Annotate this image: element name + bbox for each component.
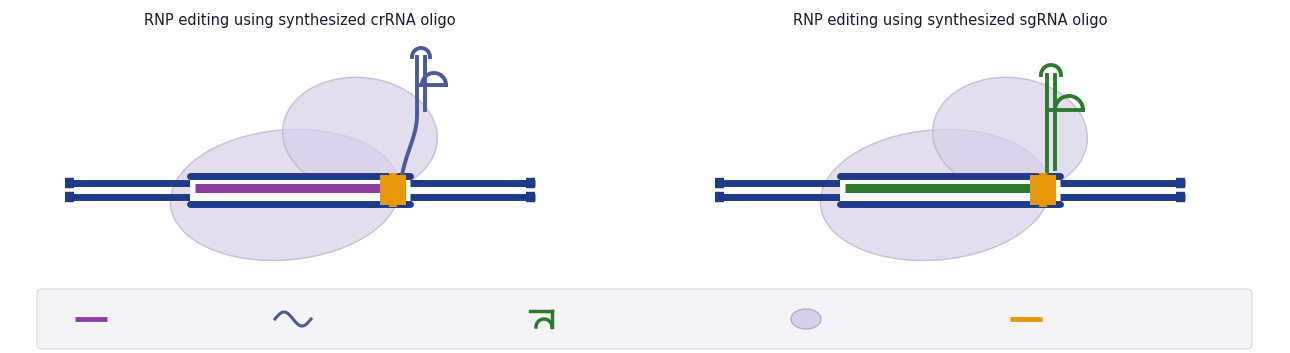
Polygon shape xyxy=(1038,173,1047,178)
Text: RNP editing using synthesized sgRNA oligo: RNP editing using synthesized sgRNA olig… xyxy=(793,13,1107,28)
Text: Synthesized sgRNA: Synthesized sgRNA xyxy=(560,312,689,325)
Text: RNP editing using synthesized crRNA oligo: RNP editing using synthesized crRNA olig… xyxy=(144,13,455,28)
Bar xyxy=(840,175,1060,205)
Text: Synthesized crRNA: Synthesized crRNA xyxy=(114,312,239,325)
Ellipse shape xyxy=(170,130,400,261)
Ellipse shape xyxy=(933,77,1087,193)
Ellipse shape xyxy=(283,77,437,193)
Bar xyxy=(1029,175,1057,205)
Text: PAM site: PAM site xyxy=(1047,312,1104,325)
Bar xyxy=(381,175,406,205)
FancyBboxPatch shape xyxy=(37,289,1253,349)
Polygon shape xyxy=(388,173,399,178)
Polygon shape xyxy=(388,202,399,207)
Ellipse shape xyxy=(820,130,1050,261)
Ellipse shape xyxy=(791,309,820,329)
Text: Synthesized tracrRNA: Synthesized tracrRNA xyxy=(317,312,462,325)
Bar xyxy=(190,175,410,205)
Text: Cas9 protein: Cas9 protein xyxy=(826,312,909,325)
Polygon shape xyxy=(1038,202,1047,207)
